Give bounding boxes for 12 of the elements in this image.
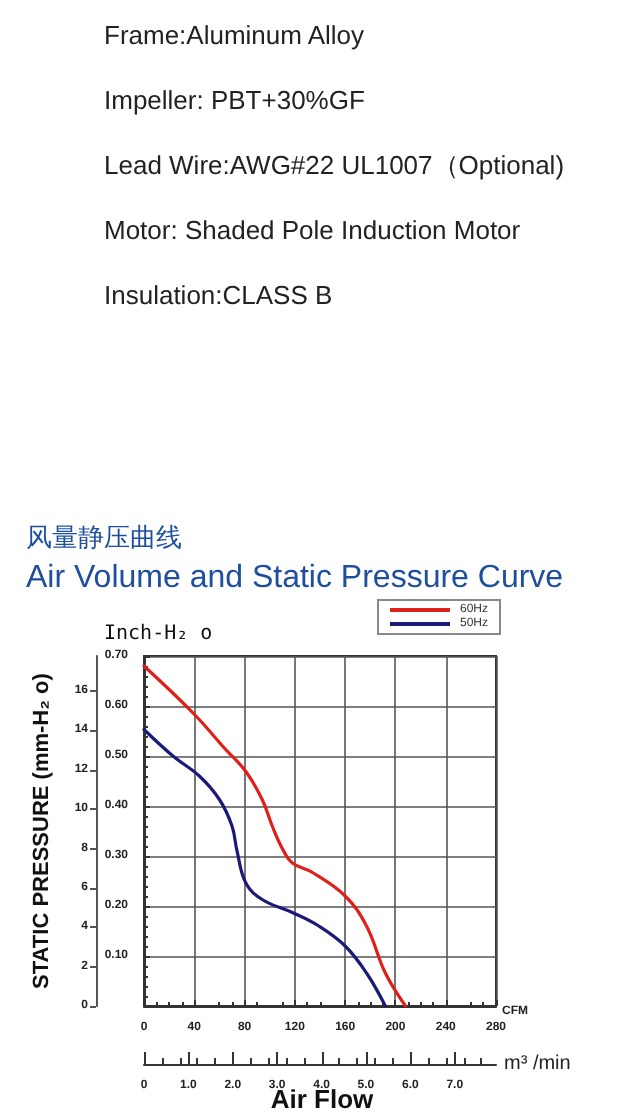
line-series [142,664,408,1008]
y2-axis-title: STATIC PRESSURE (mm-H₂ o) [29,672,54,989]
chart-subtitle: Air Volume and Static Pressure Curve [26,561,564,595]
text: Motor: Shaded Pole Induction Motor [104,215,522,245]
text: Insulation:CLASS B [104,280,333,310]
line-series [142,727,387,1008]
chart-title: 风量静压曲线 [26,524,182,554]
y-axis-title: Inch-H₂ o [104,623,213,645]
x2-axis-title: m³ /min [504,1053,571,1076]
text: Impeller: PBT+30%GF [104,85,365,115]
text: Frame:Aluminum Alloy [104,20,366,50]
text: Lead Wire:AWG#22 UL1007（Optional) [104,150,565,180]
